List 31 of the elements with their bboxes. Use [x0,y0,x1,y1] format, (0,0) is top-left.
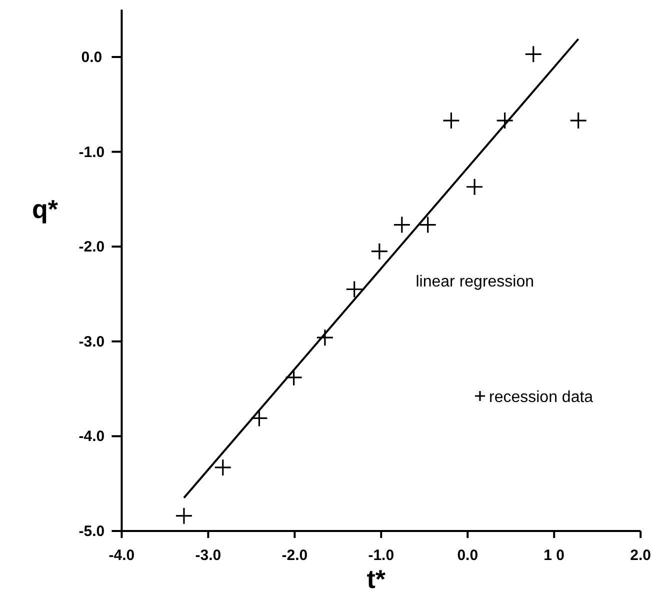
legend-label: recession data [489,389,594,406]
x-tick-label: -3.0 [195,547,222,564]
y-axis-title: q* [32,194,59,224]
x-tick-label: -2.0 [282,547,308,564]
x-axis-title: t* [366,564,386,594]
y-tick-label: -3.0 [78,333,105,350]
y-tick-label: 0.0 [81,49,102,66]
y-tick-label: -4.0 [78,428,105,446]
point [316,328,334,346]
point [346,280,364,298]
series-label: linear regression [416,273,534,290]
point [285,368,303,386]
y-tick-label: -5.0 [78,523,105,540]
x-tick-label: -4.0 [108,547,135,564]
point [370,242,388,260]
x-tick-label: -1.0 [368,547,394,564]
point [466,178,484,196]
y-tick-label: -1.0 [78,144,105,161]
point [496,112,514,130]
point [419,216,437,234]
x-tick-label: 1 0 [544,547,565,564]
point [214,458,232,476]
point [524,45,542,63]
point [442,112,460,130]
x-tick-label: 0.0 [457,547,478,564]
point [393,216,411,234]
point [250,409,268,427]
y-tick-label: -2.0 [78,238,105,256]
point [570,112,588,130]
x-tick-label: 2.0 [630,547,652,564]
point [175,507,193,525]
